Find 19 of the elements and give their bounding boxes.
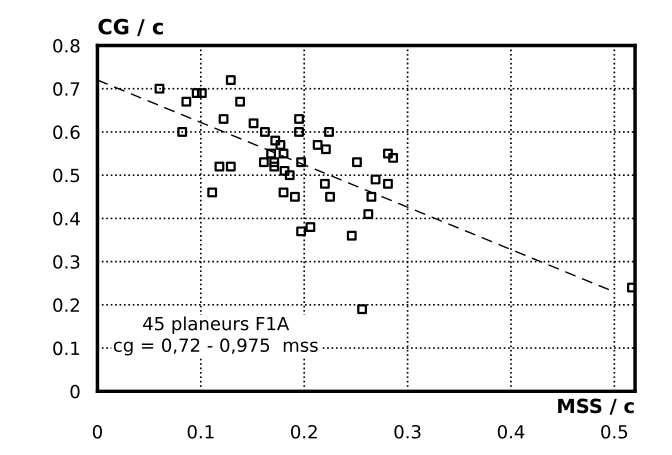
annotation: 45 planeurs F1A xyxy=(143,316,290,334)
y-tick-label: 0.1 xyxy=(53,342,80,356)
y-tick-label: 0.6 xyxy=(53,125,80,140)
y-axis-title: CG / c xyxy=(98,18,163,36)
x-tick-label: 0.5 xyxy=(601,424,628,439)
y-tick-label: 0.8 xyxy=(53,38,80,53)
y-tick-label: 0.7 xyxy=(53,82,80,96)
y-tick-label: 0.4 xyxy=(53,212,80,226)
y-tick-label: 0.3 xyxy=(53,255,80,269)
x-tick-label: 0.2 xyxy=(291,424,317,439)
x-tick-label: 0.1 xyxy=(188,424,214,439)
x-tick-label: 0.4 xyxy=(498,424,524,439)
x-tick-label: 0 xyxy=(92,424,102,439)
y-tick-label: 0.2 xyxy=(53,298,79,312)
x-axis-title: MSS / c xyxy=(558,398,634,415)
y-tick-label: 0 xyxy=(70,384,80,398)
y-tick-label: 0.5 xyxy=(53,168,80,182)
x-tick-label: 0.3 xyxy=(394,424,421,439)
annotation: cg = 0,72 - 0,975 mss xyxy=(114,338,318,356)
